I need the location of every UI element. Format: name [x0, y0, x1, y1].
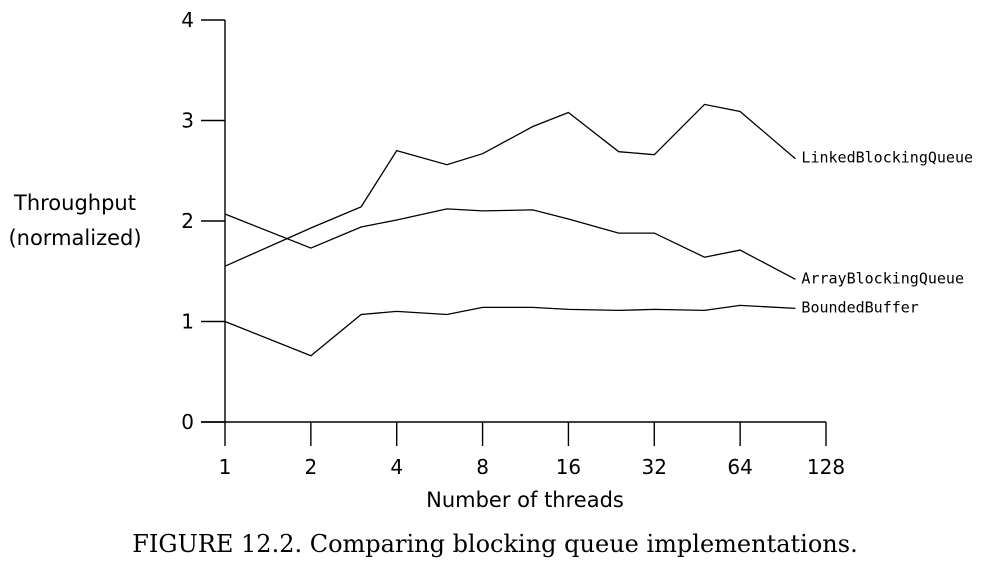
series-line-bounded-buffer [224, 304, 796, 357]
y-tick-label: 2 [181, 209, 194, 233]
y-tick-label: 1 [181, 310, 194, 334]
x-tick-label: 8 [476, 455, 489, 479]
x-axis-title: Number of threads [426, 488, 624, 512]
y-tick-label: 3 [181, 109, 194, 133]
figure-caption: FIGURE 12.2. Comparing blocking queue im… [132, 530, 857, 558]
x-tick-label: 2 [304, 455, 317, 479]
x-tick-label: 4 [390, 455, 403, 479]
series-label-array-blocking-queue: ArrayBlockingQueue [801, 269, 964, 287]
series-group: LinkedBlockingQueue ArrayBlockingQueue Bou… [224, 103, 973, 357]
series-label-linked-blocking-queue: LinkedBlockingQueue [801, 149, 973, 167]
x-tick-label: 1 [219, 455, 232, 479]
y-axis-title-line-1: Throughput [13, 191, 136, 215]
y-tick-label: 0 [181, 410, 194, 434]
y-tick-label: 4 [181, 8, 194, 32]
x-tick-label: 64 [727, 455, 752, 479]
x-tick-label: 16 [556, 455, 581, 479]
x-tick-label: 32 [642, 455, 667, 479]
x-ticks: 1 2 4 8 16 32 64 128 [219, 422, 845, 479]
y-ticks: 0 1 2 3 4 [181, 8, 225, 434]
series-label-bounded-buffer: BoundedBuffer [801, 298, 918, 316]
series-line-array-blocking-queue [224, 208, 796, 280]
y-axis-title-line-2: (normalized) [8, 226, 141, 250]
series-line-linked-blocking-queue [224, 103, 796, 267]
x-tick-label: 128 [807, 455, 845, 479]
